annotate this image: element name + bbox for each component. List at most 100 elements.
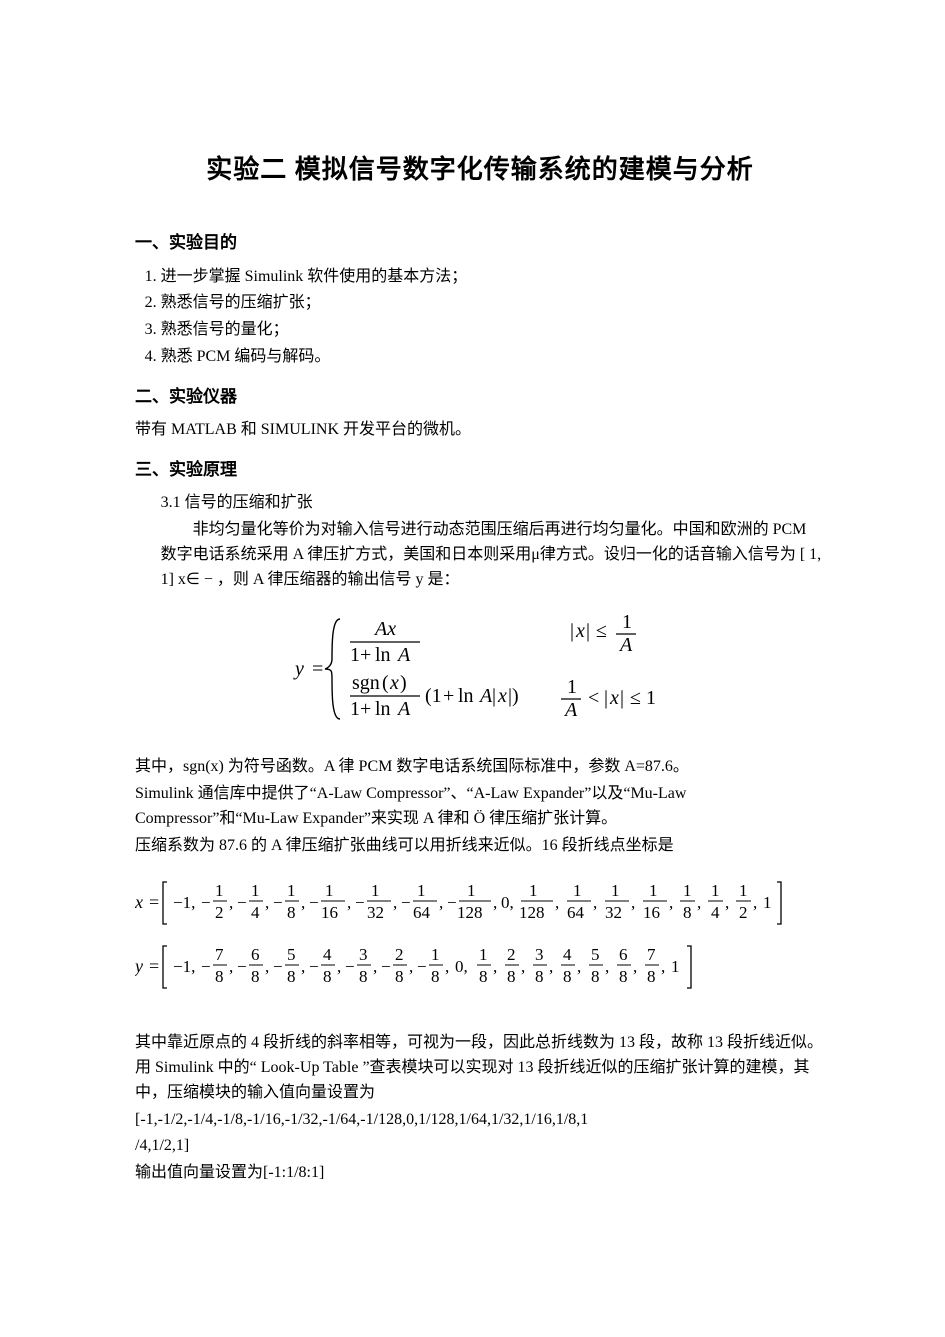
svg-text:1: 1	[763, 893, 772, 912]
svg-text:x: x	[135, 892, 143, 912]
svg-text:x: x	[609, 687, 619, 709]
svg-text:1: 1	[350, 698, 360, 720]
svg-text:6: 6	[619, 945, 628, 964]
svg-text:8: 8	[535, 967, 544, 986]
svg-text:,: ,	[521, 957, 525, 976]
svg-text:|): |)	[508, 685, 519, 707]
svg-text:=: =	[312, 658, 323, 680]
svg-text:1: 1	[479, 945, 488, 964]
svg-text:,: ,	[631, 893, 635, 912]
svg-text:1: 1	[325, 881, 334, 900]
svg-text:8: 8	[323, 967, 332, 986]
svg-text:A: A	[618, 634, 633, 656]
svg-text:−: −	[237, 893, 247, 912]
svg-text:1: 1	[649, 881, 658, 900]
svg-text:128: 128	[457, 903, 483, 922]
svg-text:1: 1	[683, 881, 692, 900]
svg-text:1: 1	[711, 881, 720, 900]
paragraph: Simulink 通信库中提供了“A-Law Compressor”、“A-La…	[135, 782, 825, 832]
equation-breakpoints: x = −1, − 12 , − 14 , − 18	[135, 874, 825, 1013]
svg-text:64: 64	[413, 903, 431, 922]
svg-text:7: 7	[215, 945, 224, 964]
document-page: 实验二 模拟信号数字化传输系统的建模与分析 一、实验目的 进一步掌握 Simul…	[0, 0, 945, 1337]
svg-text:8: 8	[395, 967, 404, 986]
svg-text:Ax: Ax	[373, 618, 396, 640]
svg-text:4: 4	[323, 945, 332, 964]
svg-text:8: 8	[359, 967, 368, 986]
svg-text:A: A	[563, 699, 578, 721]
svg-text:2: 2	[215, 903, 224, 922]
body-block: 非均匀量化等价为对输入信号进行动态范围压缩后再进行均匀量化。中国和欧洲的 PCM…	[161, 518, 825, 592]
svg-text:0,: 0,	[501, 893, 514, 912]
svg-text:4: 4	[563, 945, 572, 964]
svg-text:8: 8	[619, 967, 628, 986]
svg-text:,: ,	[493, 893, 497, 912]
paragraph: 其中，sgn(x) 为符号函数。A 律 PCM 数字电话系统国际标准中，参数 A…	[135, 755, 825, 780]
svg-text:,: ,	[753, 893, 757, 912]
svg-text:y: y	[293, 658, 304, 680]
svg-text:32: 32	[605, 903, 622, 922]
svg-text:1: 1	[646, 687, 656, 709]
vector-input-line1: [-1,-1/2,-1/4,-1/8,-1/16,-1/32,-1/64,-1/…	[135, 1108, 825, 1133]
svg-text:|: |	[604, 687, 608, 709]
svg-text:,: ,	[265, 957, 269, 976]
svg-text:,: ,	[661, 957, 665, 976]
svg-text:1: 1	[350, 644, 360, 666]
svg-text:−: −	[309, 893, 319, 912]
svg-text:16: 16	[321, 903, 338, 922]
svg-text:x: x	[497, 685, 507, 707]
svg-text:64: 64	[567, 903, 585, 922]
svg-text:sgn: sgn	[352, 672, 380, 694]
svg-text:2: 2	[507, 945, 516, 964]
list-item: 熟悉信号的压缩扩张；	[161, 291, 825, 316]
svg-text:,: ,	[393, 893, 397, 912]
svg-text:0,: 0,	[455, 957, 468, 976]
svg-text:,: ,	[301, 957, 305, 976]
svg-text:,: ,	[373, 957, 377, 976]
svg-text:,: ,	[347, 893, 351, 912]
svg-text:8: 8	[563, 967, 572, 986]
svg-text:(: (	[382, 672, 389, 694]
svg-text:≤: ≤	[630, 687, 641, 709]
svg-text:1: 1	[529, 881, 538, 900]
svg-text:,: ,	[229, 957, 233, 976]
svg-text:|: |	[492, 685, 496, 707]
svg-text:|: |	[586, 620, 590, 642]
instruments-text: 带有 MATLAB 和 SIMULINK 开发平台的微机。	[135, 418, 825, 443]
svg-text:2: 2	[395, 945, 404, 964]
paragraph: 压缩系数为 87.6 的 A 律压缩扩张曲线可以用折线来近似。16 段折线点坐标…	[135, 834, 825, 859]
subsection-3-1: 3.1 信号的压缩和扩张	[161, 491, 825, 516]
svg-text:=: =	[149, 892, 159, 912]
svg-text:): )	[400, 672, 407, 694]
svg-text:1: 1	[215, 881, 224, 900]
svg-text:8: 8	[251, 967, 260, 986]
svg-text:1: 1	[251, 881, 260, 900]
svg-text:2: 2	[739, 903, 748, 922]
svg-text:=: =	[149, 956, 159, 976]
svg-text:ln: ln	[375, 698, 391, 720]
svg-text:−: −	[201, 893, 211, 912]
svg-text:8: 8	[647, 967, 656, 986]
svg-text:,: ,	[697, 893, 701, 912]
svg-text:−: −	[447, 893, 457, 912]
svg-text:,: ,	[445, 957, 449, 976]
list-item: 熟悉 PCM 编码与解码。	[161, 345, 825, 370]
svg-text:−: −	[201, 957, 211, 976]
svg-text:−: −	[381, 957, 391, 976]
svg-text:,: ,	[265, 893, 269, 912]
svg-text:8: 8	[683, 903, 692, 922]
svg-text:|: |	[620, 687, 624, 709]
svg-text:−: −	[273, 893, 283, 912]
svg-text:16: 16	[643, 903, 660, 922]
svg-text:−: −	[309, 957, 319, 976]
svg-text:6: 6	[251, 945, 260, 964]
objectives-list: 进一步掌握 Simulink 软件使用的基本方法； 熟悉信号的压缩扩张； 熟悉信…	[161, 265, 825, 370]
svg-text:3: 3	[535, 945, 544, 964]
svg-text:1: 1	[573, 881, 582, 900]
page-title: 实验二 模拟信号数字化传输系统的建模与分析	[135, 150, 825, 190]
section-3-heading: 三、实验原理	[135, 457, 825, 483]
svg-text:3: 3	[359, 945, 368, 964]
svg-text:1: 1	[371, 881, 380, 900]
paragraph: 其中靠近原点的 4 段折线的斜率相等，可视为一段，因此总折线数为 13 段，故称…	[135, 1031, 825, 1105]
vector-output: 输出值向量设置为[-1:1/8:1]	[135, 1161, 825, 1186]
